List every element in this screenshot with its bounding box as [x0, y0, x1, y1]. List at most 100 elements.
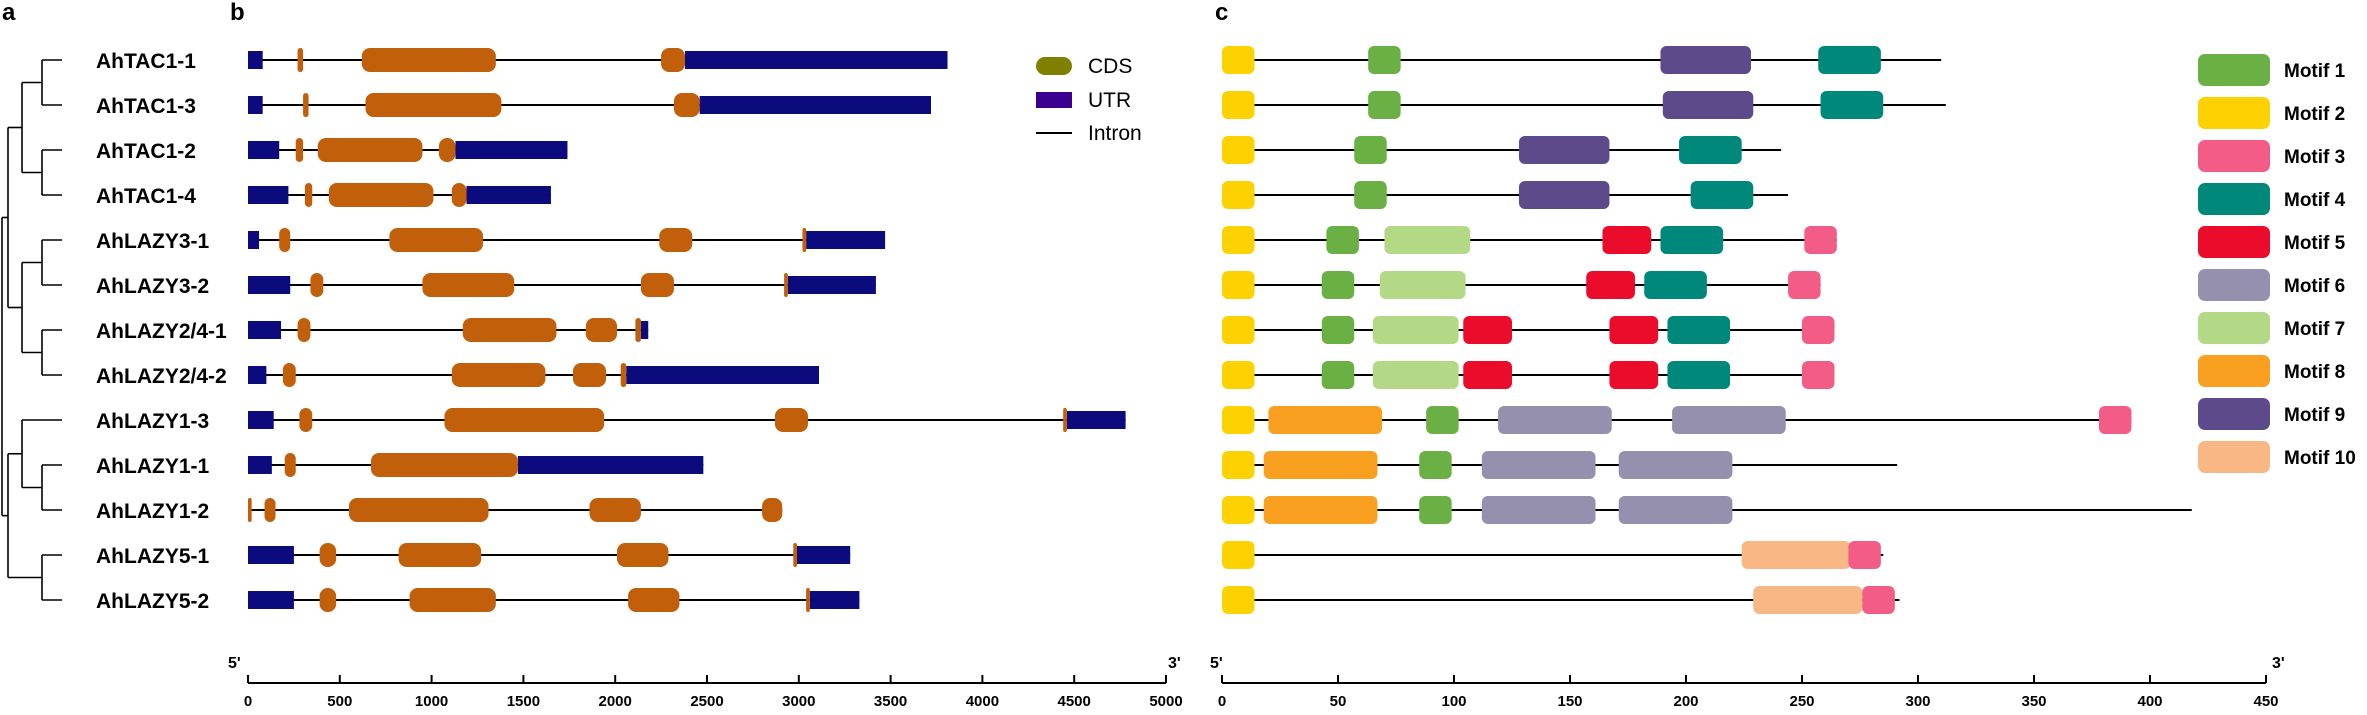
motif-legend-swatch — [2198, 183, 2270, 215]
cds-block — [328, 183, 434, 207]
motif-1-box — [1321, 361, 1355, 389]
cds-block — [279, 228, 291, 252]
gene-label: AhLAZY1-2 — [96, 500, 209, 523]
motif-axis-tick-label: 200 — [1673, 693, 1698, 710]
motif-2-box — [1222, 316, 1255, 344]
motif-5-box — [1609, 316, 1659, 344]
cds-block — [295, 138, 304, 162]
utr-block — [248, 231, 260, 249]
motif-legend-label: Motif 3 — [2284, 147, 2345, 168]
motif-axis-tick-label: 450 — [2253, 693, 2278, 710]
cds-block — [793, 543, 797, 567]
gene-axis-tick-label: 2000 — [599, 693, 632, 710]
motif-legend-swatch — [2198, 54, 2270, 86]
motif-axis-tick-label: 350 — [2021, 693, 2046, 710]
panel-letter-b: b — [230, 0, 245, 26]
motif-axis-3prime: 3' — [2272, 655, 2285, 672]
motif-5-box — [1463, 361, 1512, 389]
motif-2-box — [1222, 91, 1255, 119]
motif-3-box — [2098, 406, 2132, 434]
motif-axis-tick-label: 0 — [1218, 693, 1226, 710]
legend-label: UTR — [1088, 89, 1131, 112]
utr-block — [248, 141, 280, 159]
motif-6-box — [1498, 406, 1612, 434]
gene-axis-tick-label: 1500 — [507, 693, 540, 710]
motif-2-box — [1222, 406, 1255, 434]
utr-block — [248, 186, 289, 204]
motif-legend-label: Motif 5 — [2284, 233, 2346, 254]
gene-label: AhTAC1-2 — [96, 140, 196, 163]
motif-legend: Motif 1 Motif 2 Motif 3 Motif 4 Motif 5 Motif… — [2198, 54, 2356, 473]
motif-8-box — [1268, 406, 1383, 434]
motif-3-box — [1848, 541, 1881, 569]
gene-axis-tick-label: 2500 — [690, 693, 723, 710]
gene-label: AhLAZY2/4-1 — [96, 320, 227, 343]
cds-block — [438, 138, 456, 162]
cds-block — [661, 48, 685, 72]
cds-block — [310, 273, 324, 297]
cds-block — [409, 588, 496, 612]
cds-block — [319, 543, 337, 567]
cds-block — [802, 228, 807, 252]
motif-2-box — [1222, 226, 1255, 254]
motif-4-box — [1667, 361, 1731, 389]
cds-block — [444, 408, 605, 432]
utr-block — [787, 276, 876, 294]
gene-labels: AhTAC1-1 AhTAC1-3 AhTAC1-2 AhTAC1-4 AhLAZY3-… — [96, 50, 227, 613]
gene-axis-3prime: 3' — [1168, 655, 1181, 672]
cds-block — [304, 183, 313, 207]
gene-label: AhLAZY3-1 — [96, 230, 209, 253]
motif-axis-tick-label: 150 — [1557, 693, 1582, 710]
motif-axis-tick-label: 50 — [1330, 693, 1347, 710]
motif-9-box — [1518, 136, 1610, 164]
motif-axis-tick-label: 250 — [1789, 693, 1814, 710]
motif-3-box — [1862, 586, 1895, 614]
motif-legend-swatch — [2198, 441, 2270, 473]
utr-block — [809, 591, 860, 609]
cds-block — [248, 498, 252, 522]
cds-block — [398, 543, 482, 567]
utr-block — [248, 276, 291, 294]
motif-7-box — [1384, 226, 1471, 254]
cds-block — [303, 93, 309, 117]
cds-block — [617, 543, 669, 567]
cds-block — [774, 408, 808, 432]
cds-block — [673, 93, 700, 117]
motif-4-box — [1820, 91, 1884, 119]
cds-block — [422, 273, 515, 297]
motif-axis-tick-label: 400 — [2137, 693, 2162, 710]
motif-1-box — [1321, 271, 1355, 299]
cds-block — [635, 318, 641, 342]
gene-structure-legend: CDS UTR Intron — [1036, 55, 1142, 145]
motif-1-box — [1368, 46, 1401, 74]
motif-7-box — [1379, 271, 1466, 299]
motif-2-box — [1222, 136, 1255, 164]
cds-block — [361, 48, 496, 72]
cds-block — [297, 318, 311, 342]
cds-block — [640, 273, 674, 297]
cds-block — [299, 408, 313, 432]
gene-axis-tick-label: 0 — [244, 693, 252, 710]
gene-label: AhLAZY2/4-2 — [96, 365, 227, 388]
gene-axis-tick-label: 4000 — [966, 693, 999, 710]
gene-axis-tick-label: 3500 — [874, 693, 907, 710]
motif-3-box — [1802, 316, 1835, 344]
motif-2-box — [1222, 271, 1255, 299]
motif-3-box — [1804, 226, 1837, 254]
cds-block — [348, 498, 489, 522]
cds-block — [1063, 408, 1067, 432]
cds-block — [659, 228, 693, 252]
cds-block — [389, 228, 484, 252]
motif-3-box — [1788, 271, 1821, 299]
cds-block — [784, 273, 788, 297]
gene-axis-tick-label: 4500 — [1058, 693, 1091, 710]
cds-block — [264, 498, 276, 522]
legend-cds-swatch — [1036, 57, 1072, 75]
cds-block — [317, 138, 423, 162]
gene-axis-tick-label: 5000 — [1149, 693, 1182, 710]
gene-label: AhLAZY3-2 — [96, 275, 209, 298]
motif-legend-label: Motif 2 — [2284, 104, 2345, 125]
motif-legend-swatch — [2198, 226, 2270, 258]
cds-block — [371, 453, 518, 477]
motif-5-box — [1609, 361, 1659, 389]
